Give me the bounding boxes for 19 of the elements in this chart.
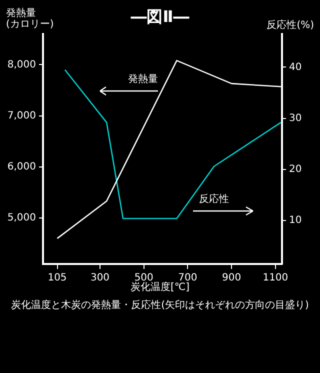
y2-axis-title: 反応性(%) bbox=[266, 20, 314, 31]
x-tick-label: 900 bbox=[222, 272, 242, 284]
text: 炭化温度と木炭の発熱量・反応性(矢印はそれぞれの方向の目盛り) bbox=[10, 300, 310, 311]
x-axis-title: 炭化温度[℃] bbox=[129, 282, 191, 293]
y2-tick-label: 10 bbox=[289, 215, 302, 226]
annotation: 反応性 bbox=[199, 194, 229, 205]
y2-tick-label: 30 bbox=[289, 112, 302, 124]
y-tick-label: 5,000 bbox=[7, 212, 36, 224]
y-tick-label: 6,000 bbox=[7, 161, 36, 172]
x-tick-label: 300 bbox=[90, 272, 110, 284]
y2-tick-label: 20 bbox=[289, 164, 302, 176]
y-axis-title: 発熱量 (カロリー) bbox=[6, 8, 54, 30]
chart-title: ―図Ⅱ― bbox=[130, 7, 190, 26]
annotation: 発熱量 bbox=[128, 74, 158, 85]
y-tick-label: 7,000 bbox=[7, 110, 36, 122]
x-tick-label: 105 bbox=[48, 272, 67, 284]
y2-tick-label: 40 bbox=[289, 62, 302, 73]
y-tick-label: 8,000 bbox=[7, 59, 36, 70]
x-tick-label: 1100 bbox=[262, 272, 288, 284]
